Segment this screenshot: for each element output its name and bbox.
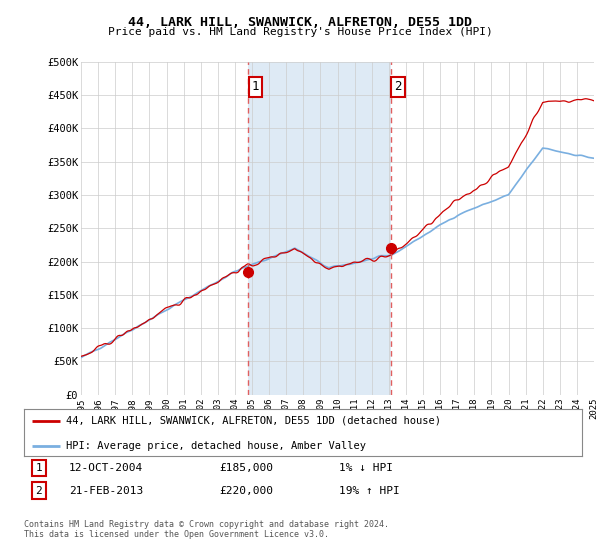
Text: 1: 1 <box>251 81 259 94</box>
Text: 2: 2 <box>394 81 402 94</box>
Text: 44, LARK HILL, SWANWICK, ALFRETON, DE55 1DD (detached house): 44, LARK HILL, SWANWICK, ALFRETON, DE55 … <box>66 416 441 426</box>
Text: HPI: Average price, detached house, Amber Valley: HPI: Average price, detached house, Ambe… <box>66 441 366 451</box>
Text: Contains HM Land Registry data © Crown copyright and database right 2024.
This d: Contains HM Land Registry data © Crown c… <box>24 520 389 539</box>
Text: 19% ↑ HPI: 19% ↑ HPI <box>339 486 400 496</box>
Text: £185,000: £185,000 <box>219 463 273 473</box>
Bar <box>248 62 391 395</box>
Text: 44, LARK HILL, SWANWICK, ALFRETON, DE55 1DD: 44, LARK HILL, SWANWICK, ALFRETON, DE55 … <box>128 16 472 29</box>
Text: 12-OCT-2004: 12-OCT-2004 <box>69 463 143 473</box>
Text: 21-FEB-2013: 21-FEB-2013 <box>69 486 143 496</box>
Text: 2: 2 <box>35 486 43 496</box>
Text: £220,000: £220,000 <box>219 486 273 496</box>
Text: Price paid vs. HM Land Registry's House Price Index (HPI): Price paid vs. HM Land Registry's House … <box>107 27 493 37</box>
Text: 1: 1 <box>35 463 43 473</box>
Text: 1% ↓ HPI: 1% ↓ HPI <box>339 463 393 473</box>
